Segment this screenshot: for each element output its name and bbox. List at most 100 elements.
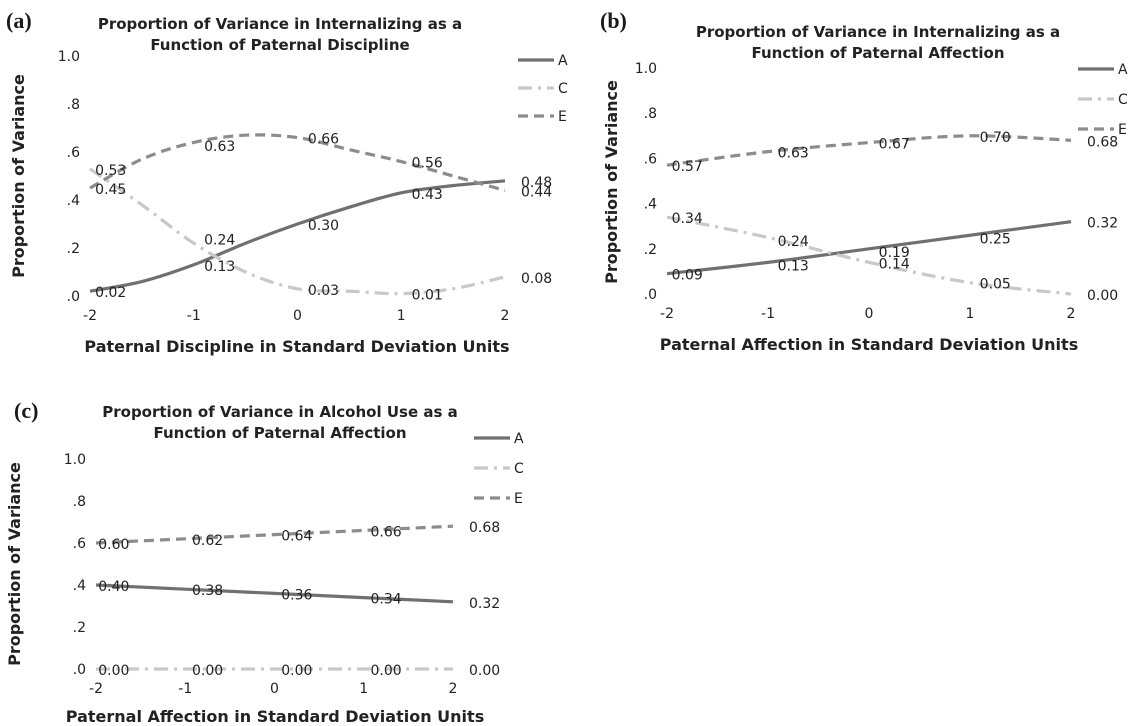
series-line-C <box>89 167 506 296</box>
data-label-E: 0.68 <box>1087 134 1118 150</box>
data-label-E: 0.44 <box>521 184 552 200</box>
data-label-C: 0.00 <box>98 663 129 679</box>
data-label-E: 0.66 <box>370 524 401 540</box>
data-label-C: 0.34 <box>672 211 703 227</box>
x-tick-label: 0 <box>865 306 874 322</box>
data-label-C: 0.03 <box>308 283 339 299</box>
data-label-A: 0.40 <box>98 579 129 595</box>
chart-title-b-line2: Function of Paternal Affection <box>751 44 1005 62</box>
data-label-E: 0.63 <box>204 139 235 155</box>
chart-c: .0 .2 .4 .6 .8 1.0 -2 -1 0 1 2 Paternal Affection i… <box>5 431 524 726</box>
data-label-C: 0.08 <box>521 271 552 287</box>
y-tick-label: .0 <box>644 287 657 303</box>
y-tick-label: .6 <box>644 151 657 167</box>
y-tick-label: 1.0 <box>58 49 80 65</box>
y-tick-label: .2 <box>67 241 80 257</box>
legend-label-A: A <box>558 53 568 69</box>
x-axis-title: Paternal Affection in Standard Deviation… <box>66 707 484 726</box>
data-label-E: 0.66 <box>308 132 339 148</box>
y-tick-label: .2 <box>644 242 657 258</box>
data-label-E: 0.56 <box>412 156 443 172</box>
x-tick-label: 2 <box>501 308 510 324</box>
series-line-A <box>666 220 1072 276</box>
y-tick-label: .8 <box>73 494 86 510</box>
data-label-C: 0.53 <box>95 163 126 179</box>
panel-label-a: (a) <box>6 8 32 33</box>
y-tick-label: .8 <box>644 106 657 122</box>
data-label-E: 0.57 <box>672 159 703 175</box>
legend-label-A: A <box>1118 62 1128 78</box>
panel-label-b: (b) <box>600 8 627 33</box>
data-label-C: 0.14 <box>879 256 910 272</box>
x-tick-label: -1 <box>761 306 775 322</box>
data-label-A: 0.34 <box>370 592 401 608</box>
y-tick-label: .4 <box>67 193 80 209</box>
x-tick-label: 1 <box>966 306 975 322</box>
data-label-C: 0.05 <box>980 277 1011 293</box>
data-label-E: 0.60 <box>98 537 129 553</box>
chart-a: .0 .2 .4 .6 .8 1.0 -2 -1 0 1 2 Paternal Discipline … <box>9 49 568 356</box>
y-tick-label: .4 <box>73 578 86 594</box>
y-tick-label: .0 <box>73 662 86 678</box>
y-tick-label: .2 <box>73 620 86 636</box>
data-label-A: 0.19 <box>879 245 910 261</box>
data-label-C: 0.00 <box>1087 288 1118 304</box>
y-tick-label: 1.0 <box>635 61 657 77</box>
series-line-A <box>95 583 454 604</box>
data-label-A: 0.36 <box>281 587 312 603</box>
x-tick-label: -2 <box>89 681 103 697</box>
y-tick-label: .6 <box>67 145 80 161</box>
data-label-C: 0.00 <box>469 663 500 679</box>
data-label-E: 0.70 <box>980 130 1011 146</box>
data-label-C: 0.00 <box>370 663 401 679</box>
data-label-C: 0.24 <box>778 234 809 250</box>
data-label-C: 0.13 <box>204 259 235 275</box>
chart-title-c-line2: Function of Paternal Affection <box>153 424 407 442</box>
panel-label-c: (c) <box>14 398 39 423</box>
x-tick-label: -1 <box>187 308 201 324</box>
y-tick-label: 1.0 <box>64 452 86 468</box>
chart-title-b-line1: Proportion of Variance in Internalizing … <box>695 23 1061 41</box>
x-tick-label: 2 <box>449 681 458 697</box>
data-label-E: 0.64 <box>281 529 312 545</box>
series-line-E <box>666 134 1072 167</box>
data-label-E: 0.45 <box>95 182 126 198</box>
data-label-A: 0.09 <box>672 268 703 284</box>
x-axis-title: Paternal Discipline in Standard Deviatio… <box>84 337 509 356</box>
legend-label-C: C <box>1118 92 1128 108</box>
x-tick-label: 0 <box>293 308 302 324</box>
data-label-A: 0.02 <box>95 285 126 301</box>
data-label-C: 0.00 <box>192 663 223 679</box>
data-label-A: 0.43 <box>412 187 443 203</box>
data-label-A: 0.32 <box>469 596 500 612</box>
y-axis-title: Proportion of Variance <box>5 462 24 666</box>
y-tick-label: .0 <box>67 289 80 305</box>
chart-b: .0 .2 .4 .6 .8 1.0 -2 -1 0 1 2 Paternal Affection i… <box>602 61 1128 354</box>
data-label-A: 0.24 <box>204 232 235 248</box>
x-axis-title: Paternal Affection in Standard Deviation… <box>660 335 1078 354</box>
x-tick-label: 2 <box>1067 306 1076 322</box>
x-tick-label: 1 <box>397 308 406 324</box>
data-label-A: 0.48 <box>521 175 552 191</box>
x-tick-label: 1 <box>359 681 368 697</box>
data-label-C: 0.01 <box>412 288 443 304</box>
data-label-C: 0.00 <box>281 663 312 679</box>
series-line-A <box>89 179 506 293</box>
chart-title-c: Proportion of Variance in Alcohol Use as… <box>90 402 470 444</box>
data-label-A: 0.30 <box>308 218 339 234</box>
chart-title-b: Proportion of Variance in Internalizing … <box>668 22 1088 64</box>
x-tick-label: -2 <box>83 308 97 324</box>
chart-title-a: Proportion of Variance in Internalizing … <box>80 14 480 56</box>
x-tick-label: -1 <box>178 681 192 697</box>
data-label-E: 0.62 <box>192 533 223 549</box>
y-tick-label: .4 <box>644 197 657 213</box>
data-label-A: 0.25 <box>980 232 1011 248</box>
data-label-A: 0.32 <box>1087 216 1118 232</box>
data-label-E: 0.68 <box>469 520 500 536</box>
chart-title-a-line1: Proportion of Variance in Internalizing … <box>97 15 463 33</box>
series-line-C <box>666 215 1072 296</box>
series-line-E <box>95 524 454 545</box>
data-label-A: 0.38 <box>192 583 223 599</box>
chart-title-a-line2: Function of Paternal Discipline <box>150 36 410 54</box>
